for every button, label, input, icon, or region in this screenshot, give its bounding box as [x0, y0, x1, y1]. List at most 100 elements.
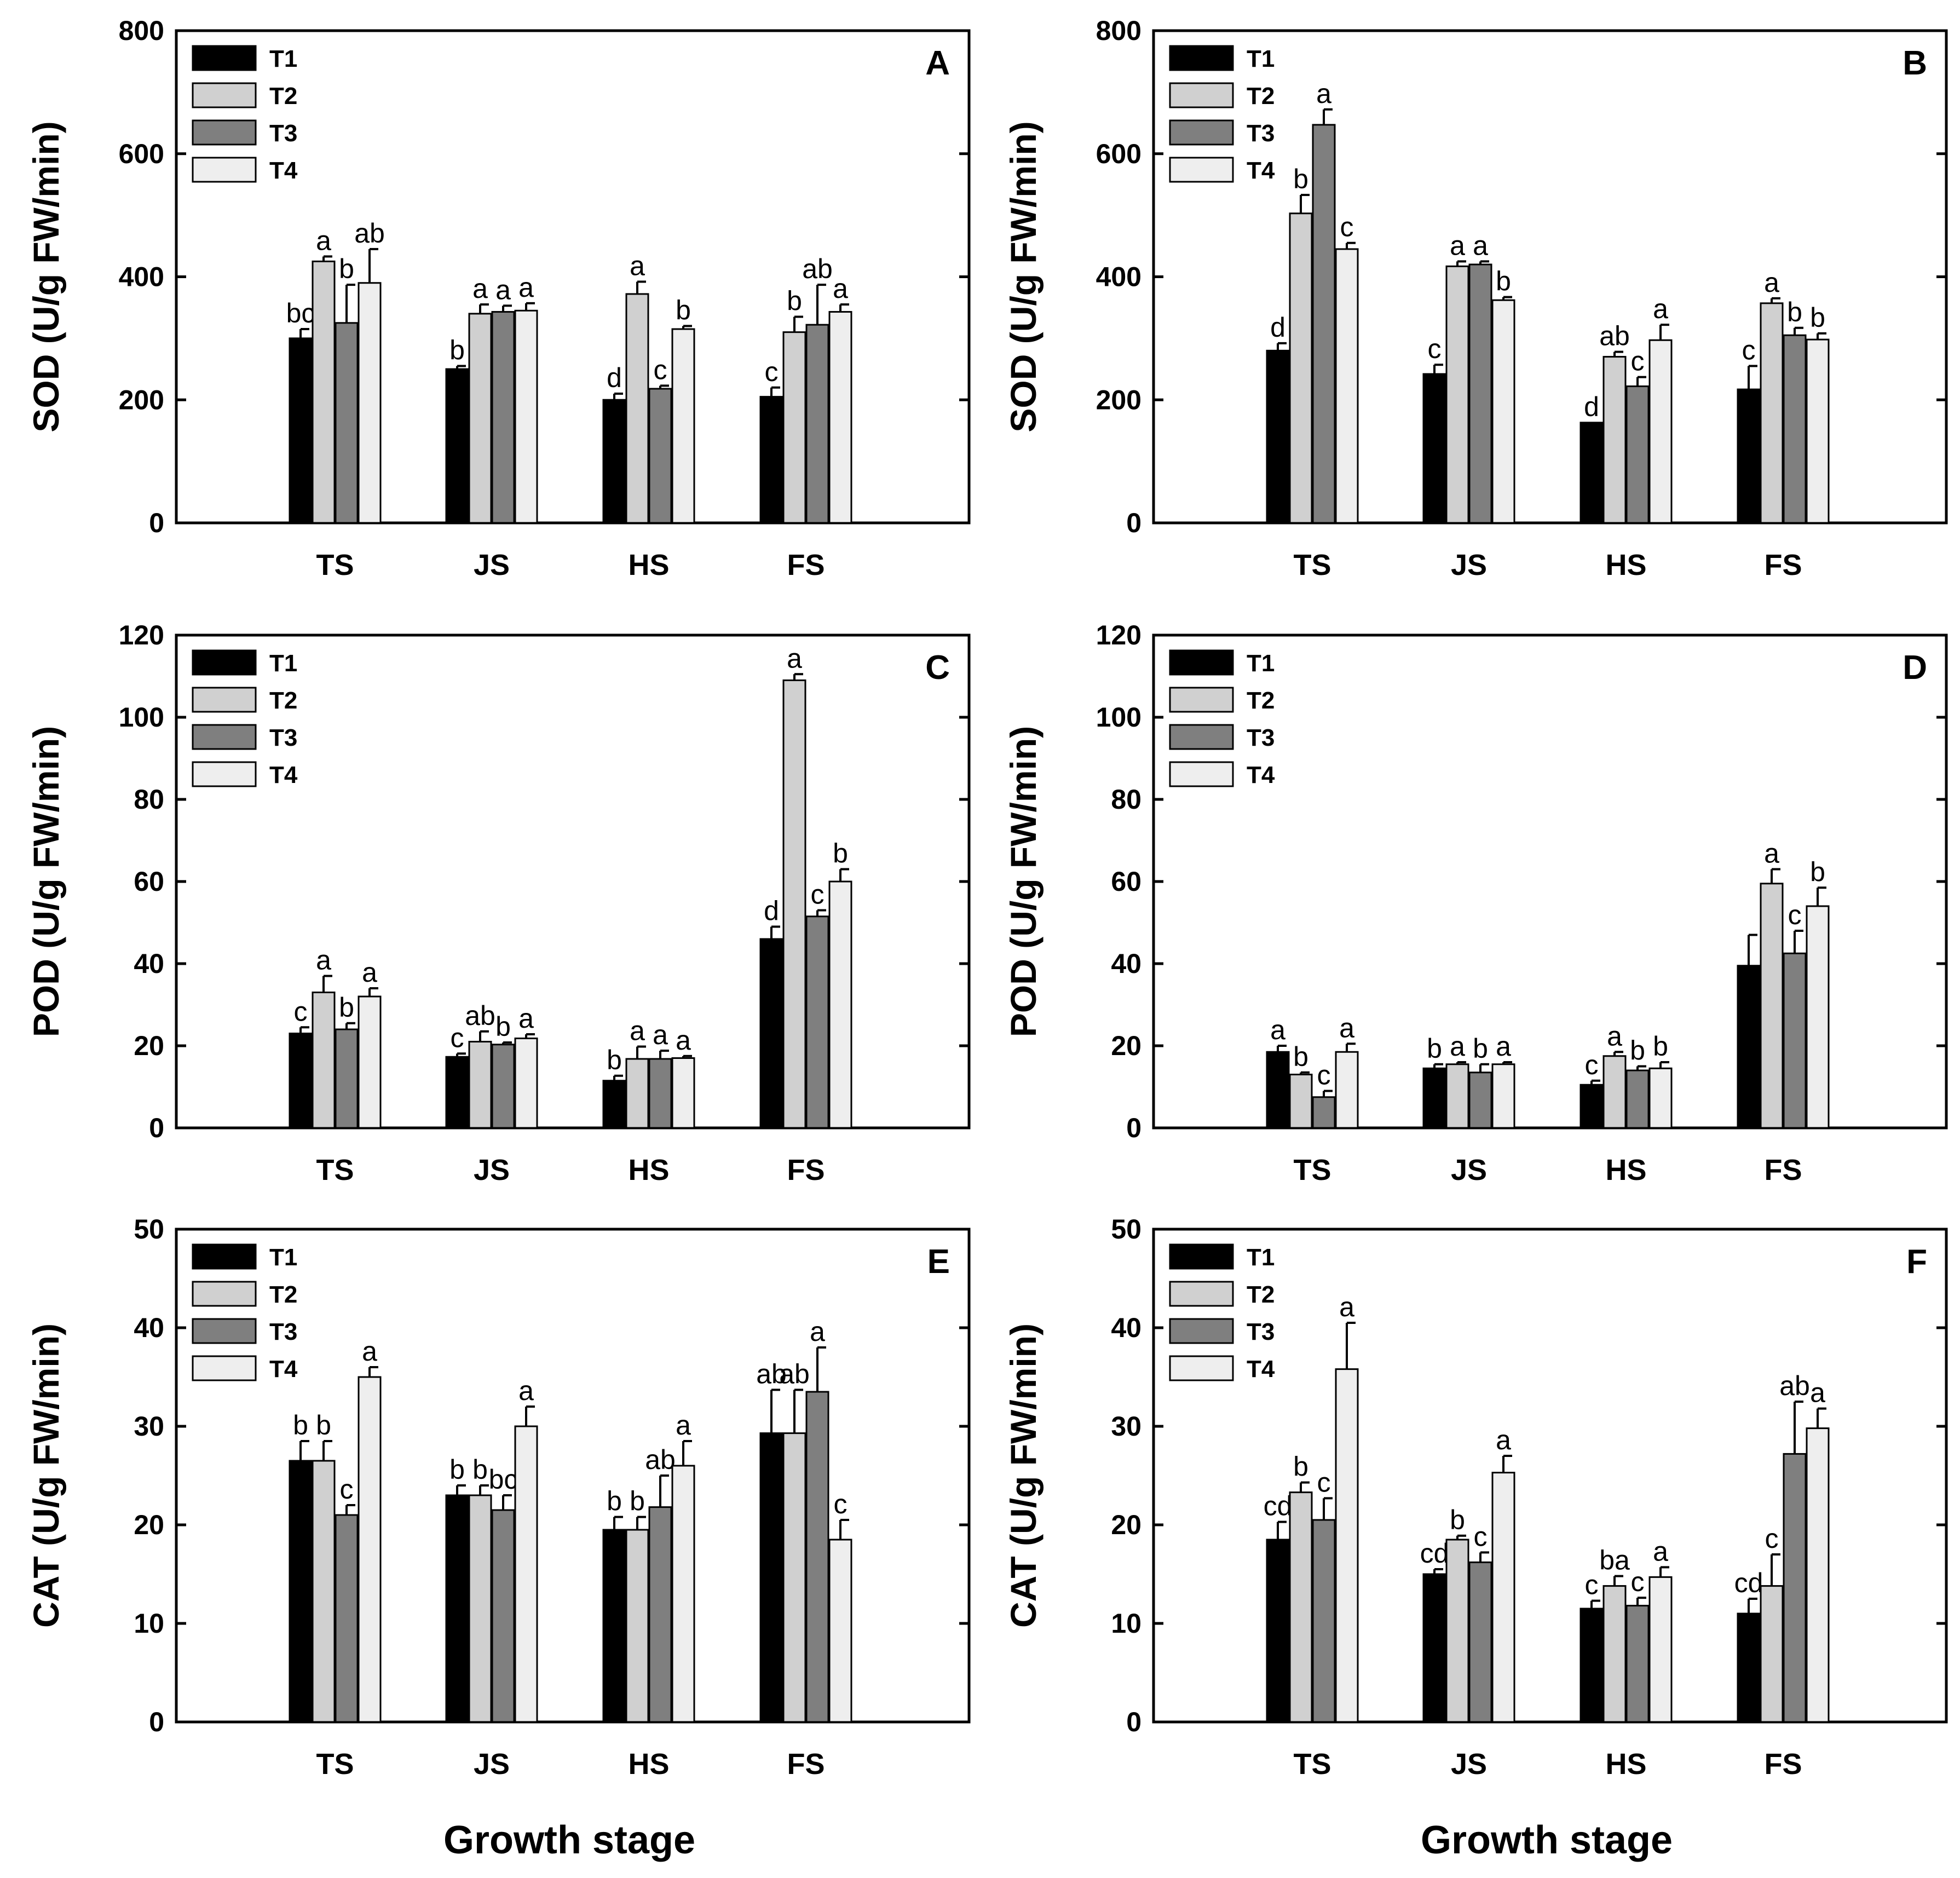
- significance-label: d: [1270, 312, 1285, 343]
- significance-label: a: [676, 1410, 691, 1441]
- bar-t2-js: [1445, 1063, 1469, 1129]
- significance-label: a: [787, 643, 802, 673]
- plot-frame: [175, 1228, 971, 1724]
- significance-label: b: [1293, 1041, 1308, 1072]
- legend-swatch-t4: [192, 761, 257, 787]
- legend-swatch-t1: [1169, 1243, 1234, 1270]
- legend-swatch-t3: [1169, 1318, 1234, 1344]
- bar-t4-ts: [358, 282, 382, 524]
- bar-t4-js: [514, 1038, 538, 1129]
- significance-label: a: [810, 1316, 825, 1347]
- significance-label: c: [1317, 1060, 1331, 1091]
- bar-t1-js: [445, 368, 469, 524]
- x-tick-label: FS: [787, 1154, 825, 1186]
- significance-label: b: [1810, 302, 1825, 333]
- bar-t3-hs: [1625, 1605, 1650, 1723]
- bar-t1-ts: [1266, 1051, 1290, 1129]
- legend-label-t2: T2: [269, 687, 297, 714]
- legend-swatch-t2: [1169, 82, 1234, 108]
- bar-t3-hs: [648, 1058, 672, 1129]
- bar-t2-js: [1445, 265, 1469, 524]
- y-tick-label: 40: [1111, 1312, 1142, 1343]
- bar-t1-js: [1422, 373, 1446, 524]
- bar-t3-fs: [805, 324, 829, 524]
- bar-t3-js: [491, 1509, 515, 1723]
- legend-swatch-t3: [192, 1318, 257, 1344]
- x-tick-label: JS: [1451, 1748, 1487, 1781]
- significance-label: cd: [1734, 1568, 1763, 1598]
- significance-label: a: [316, 225, 331, 256]
- bar-t4-ts: [358, 995, 382, 1129]
- bar-t1-ts: [1266, 349, 1290, 524]
- legend-label-t2: T2: [1247, 83, 1275, 110]
- bar-t1-hs: [602, 399, 626, 524]
- bar-t2-fs: [1760, 883, 1784, 1129]
- bar-t2-hs: [625, 1529, 649, 1723]
- panel-B: 0 200 400 600 800 SOD (U/g FW/min) B T1 T2 T3 T4 TS…: [1003, 15, 1948, 581]
- y-axis-label: CAT (U/g FW/min): [1003, 1323, 1044, 1628]
- y-tick-label: 800: [1096, 15, 1142, 46]
- legend-label-t4: T4: [1247, 1356, 1275, 1382]
- y-tick-label: 40: [134, 1312, 164, 1343]
- legend-label-t3: T3: [269, 724, 297, 751]
- significance-label: b: [293, 1410, 308, 1441]
- bar-t3-ts: [335, 1028, 359, 1129]
- legend-swatch-t3: [1169, 119, 1234, 146]
- bar-t4-fs: [1806, 1427, 1830, 1723]
- legend-swatch-t1: [1169, 45, 1234, 71]
- x-tick-label: TS: [316, 1154, 354, 1186]
- x-tick-label: HS: [628, 1154, 669, 1186]
- bar-t4-hs: [1648, 1067, 1673, 1129]
- legend-swatch-t4: [192, 1355, 257, 1381]
- panel-letter: C: [925, 649, 950, 687]
- bar-t2-js: [1445, 1539, 1469, 1723]
- bar-t2-hs: [1602, 1585, 1627, 1723]
- y-tick-label: 120: [1096, 620, 1142, 650]
- y-tick-label: 200: [1096, 384, 1142, 415]
- x-tick-label: FS: [787, 549, 825, 581]
- bar-t1-fs: [759, 1432, 783, 1723]
- significance-label: a: [1764, 267, 1779, 298]
- significance-label: b: [1293, 1451, 1308, 1482]
- legend-swatch-t4: [1169, 157, 1234, 183]
- bar-t1-js: [1422, 1067, 1446, 1129]
- panel-D: 0 20 40 60 80 100 120 POD (U/g FW/min) D T1 T2 T3 T4…: [1003, 620, 1948, 1186]
- bar-t3-hs: [1625, 1069, 1650, 1129]
- significance-label: b: [316, 1410, 331, 1441]
- significance-label: c: [1631, 1566, 1645, 1597]
- legend-label-t2: T2: [1247, 687, 1275, 714]
- y-tick-label: 120: [119, 620, 164, 650]
- y-tick-label: 10: [1111, 1608, 1142, 1639]
- legend-label-t1: T1: [269, 45, 297, 72]
- bar-t4-js: [514, 309, 538, 524]
- significance-label: b: [449, 1454, 465, 1485]
- significance-label: c: [1788, 900, 1802, 930]
- bar-t2-hs: [625, 293, 649, 524]
- bar-t2-js: [468, 313, 492, 524]
- x-tick-label: HS: [628, 1748, 669, 1781]
- legend-label-t1: T1: [1247, 1244, 1275, 1271]
- bar-t4-hs: [671, 1057, 695, 1129]
- legend-label-t4: T4: [269, 157, 298, 184]
- significance-label: c: [1585, 1570, 1599, 1600]
- x-tick-label: JS: [1451, 1154, 1487, 1186]
- significance-label: a: [676, 1025, 691, 1056]
- y-tick-label: 400: [119, 262, 164, 292]
- bar-t1-ts: [1266, 1539, 1290, 1723]
- bar-t4-ts: [1335, 248, 1359, 524]
- x-axis-title-left: Growth stage: [443, 1818, 695, 1862]
- significance-label: c: [1585, 1050, 1599, 1080]
- x-tick-label: FS: [1764, 1748, 1802, 1781]
- y-axis-label: CAT (U/g FW/min): [26, 1323, 66, 1628]
- y-tick-label: 200: [119, 384, 164, 415]
- bar-t4-fs: [828, 1539, 852, 1723]
- legend-label-t4: T4: [269, 762, 298, 788]
- significance-label: b: [1293, 164, 1308, 194]
- bar-t3-js: [491, 1044, 515, 1129]
- x-tick-label: HS: [1605, 1748, 1646, 1781]
- significance-label: a: [518, 1375, 534, 1406]
- bar-t1-hs: [1579, 1608, 1604, 1723]
- bar-t3-ts: [1312, 1096, 1336, 1129]
- panel-F: 0 10 20 30 40 50 CAT (U/g FW/min) F T1 T2 T3 T4 TS cd…: [1003, 1214, 1948, 1781]
- bar-t1-hs: [602, 1080, 626, 1129]
